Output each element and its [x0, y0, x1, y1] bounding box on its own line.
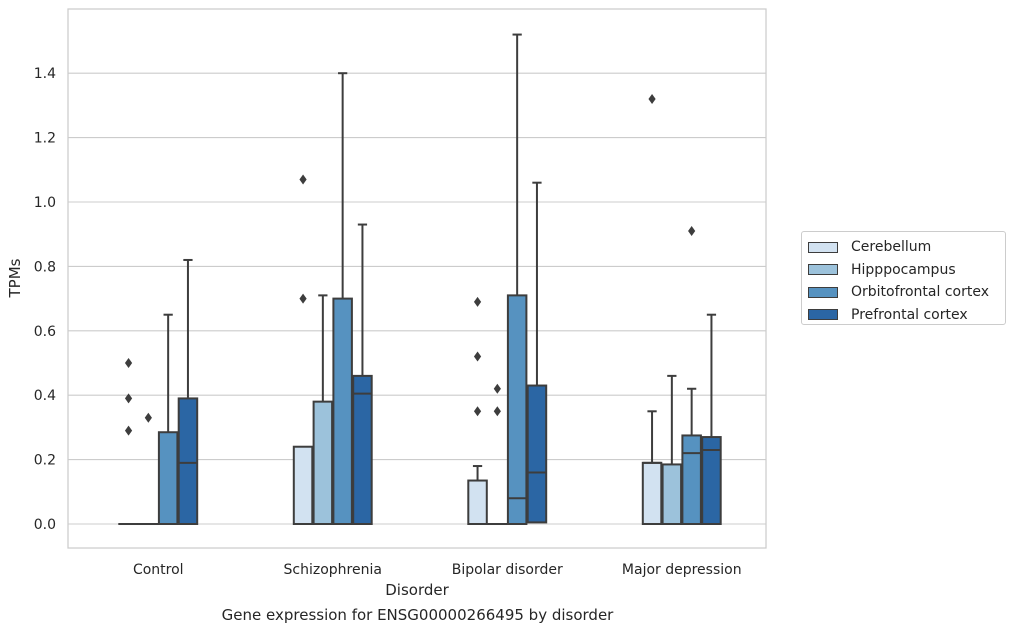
box — [526, 384, 548, 524]
box — [177, 397, 199, 526]
box — [157, 431, 179, 526]
y-tick-labels: 0.0 0.2 0.4 0.6 0.8 1.0 1.2 1.4 — [34, 66, 56, 533]
box — [292, 445, 314, 525]
plot-frame — [67, 8, 767, 549]
legend-swatch-prefrontal-cortex — [808, 309, 838, 321]
box — [661, 463, 683, 525]
y-tick-label: 0.0 — [34, 517, 56, 533]
y-tick-label: 1.0 — [34, 195, 56, 211]
x-tick-labels: Control Schizophrenia Bipolar disorder Majo… — [133, 562, 742, 578]
box-group — [487, 383, 508, 526]
y-axis-label: TPMs — [6, 258, 24, 298]
boxes — [118, 33, 722, 526]
outlier-point — [648, 93, 656, 104]
legend-swatch-orbitofrontal-cortex — [808, 286, 838, 298]
legend-swatch-hippocampus — [808, 264, 838, 276]
box — [701, 436, 722, 525]
legend-label: Prefrontal cortex — [851, 306, 968, 323]
legend-item-hippocampus: Hipppocampus — [808, 259, 1005, 282]
outlier-point — [124, 425, 133, 436]
outlier-point — [473, 406, 482, 417]
box-group — [701, 313, 722, 525]
box-group — [526, 181, 548, 524]
legend-item-orbitofrontal-cortex: Orbitofrontal cortex — [808, 281, 1005, 304]
box — [506, 294, 528, 525]
y-tick-label: 0.2 — [34, 453, 56, 469]
legend-label: Orbitofrontal cortex — [851, 284, 989, 301]
box-group — [138, 412, 159, 526]
box-group — [661, 374, 683, 525]
outlier-point — [299, 293, 307, 304]
y-tick-label: 0.4 — [34, 388, 56, 404]
y-tick-label: 0.6 — [34, 324, 56, 340]
outlier-point — [493, 406, 501, 417]
x-tick-label: Control — [133, 562, 184, 578]
figure-caption: Gene expression for ENSG00000266495 by d… — [221, 606, 614, 624]
outlier-point — [299, 174, 307, 185]
box-group — [292, 174, 314, 525]
outlier-point — [124, 358, 133, 368]
box-group — [506, 33, 528, 525]
box-group — [681, 225, 702, 526]
y-tick-label: 1.4 — [34, 66, 56, 82]
x-tick-label: Schizophrenia — [284, 562, 382, 578]
box-group — [467, 296, 488, 525]
y-tick-label: 1.2 — [34, 131, 56, 147]
outlier-point — [473, 296, 482, 307]
x-tick-label: Major depression — [622, 562, 742, 578]
y-tick-label: 0.8 — [34, 259, 56, 275]
x-tick-label: Bipolar disorder — [452, 562, 563, 578]
outlier-point — [124, 393, 133, 404]
box — [467, 479, 488, 525]
outlier-point — [688, 225, 696, 236]
box-group — [157, 313, 179, 526]
legend-label: Cerebellum — [851, 239, 932, 256]
outlier-point — [473, 351, 482, 362]
box-group — [641, 93, 663, 526]
box-group — [118, 358, 139, 526]
outlier-point — [493, 383, 501, 394]
outlier-point — [144, 412, 152, 423]
box — [681, 434, 702, 526]
box — [332, 297, 353, 525]
legend-label: Hipppocampus — [851, 261, 956, 278]
legend-item-cerebellum: Cerebellum — [808, 236, 1005, 259]
box-group — [177, 258, 199, 526]
box-group — [312, 294, 334, 526]
box-group — [352, 223, 373, 525]
box — [312, 400, 334, 526]
box-group — [332, 72, 353, 525]
legend: Cerebellum Hipppocampus Orbitofrontal co… — [801, 231, 1006, 325]
legend-item-prefrontal-cortex: Prefrontal cortex — [808, 304, 1005, 327]
x-axis-label: Disorder — [385, 581, 449, 599]
legend-swatch-cerebellum — [808, 241, 838, 253]
box — [641, 461, 663, 526]
box — [352, 374, 373, 525]
